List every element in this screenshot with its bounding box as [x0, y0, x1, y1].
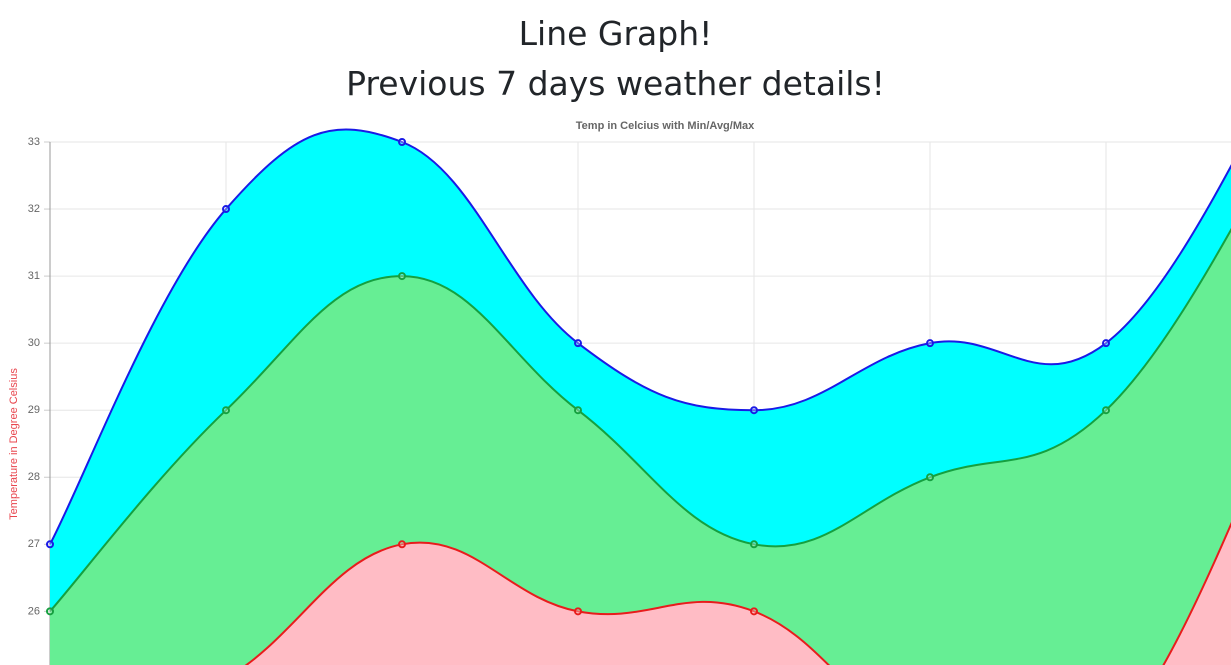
y-tick-label: 28 — [28, 471, 40, 483]
y-tick-label: 29 — [28, 404, 40, 416]
point — [1102, 406, 1110, 415]
area — [50, 229, 1231, 665]
point — [574, 339, 582, 348]
y-axis-label: Temperature in Degree Celsius — [8, 368, 20, 520]
line — [244, 521, 1231, 665]
point — [46, 607, 54, 616]
point — [574, 607, 582, 616]
area — [246, 524, 1231, 665]
point — [1102, 339, 1110, 348]
y-tick-label: 32 — [28, 203, 40, 215]
line — [49, 227, 1231, 613]
point — [222, 406, 230, 415]
point — [398, 138, 406, 146]
y-tick-label: 26 — [28, 605, 40, 617]
y-tick-label: 30 — [28, 337, 40, 349]
point — [398, 272, 406, 281]
point — [46, 540, 54, 549]
page-subtitle: Previous 7 days weather details! — [346, 64, 885, 103]
y-tick-label: 27 — [28, 538, 40, 550]
y-tick-label: 33 — [28, 136, 40, 148]
point — [222, 205, 230, 214]
point — [926, 339, 934, 348]
point — [926, 473, 934, 482]
point — [750, 406, 758, 415]
chart-title: Temp in Celcius with Min/Avg/Max — [576, 120, 755, 132]
point — [398, 540, 406, 549]
y-tick-label: 31 — [28, 270, 40, 282]
page-title: Line Graph! — [518, 14, 713, 53]
line — [49, 128, 1231, 545]
point — [574, 406, 582, 415]
point — [750, 540, 758, 549]
point — [750, 607, 758, 616]
